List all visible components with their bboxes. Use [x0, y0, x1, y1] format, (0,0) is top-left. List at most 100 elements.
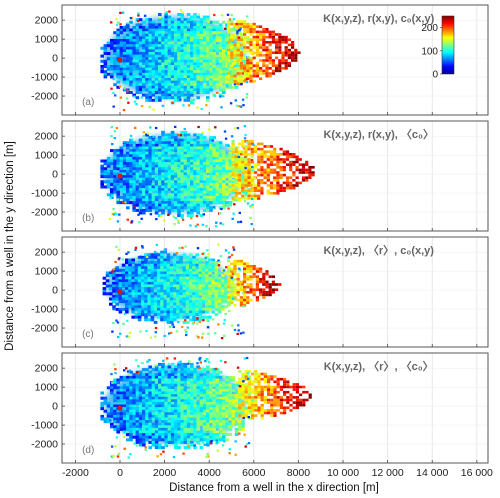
heatmap-cell	[151, 72, 156, 76]
heatmap-cell	[116, 193, 120, 197]
heatmap-cell	[212, 62, 216, 66]
heatmap-cell	[177, 18, 181, 22]
heatmap-cell	[100, 65, 104, 68]
heatmap-cell	[113, 65, 117, 68]
heatmap-cell	[238, 31, 242, 35]
heatmap-cell	[119, 11, 122, 14]
heatmap-cell	[163, 310, 167, 314]
heatmap-cell	[201, 263, 206, 267]
heatmap-cell	[157, 258, 161, 262]
heatmap-cell	[215, 388, 220, 392]
heatmap-cell	[142, 164, 146, 168]
heatmap-cell	[164, 62, 168, 66]
heatmap-cell	[161, 141, 165, 145]
heatmap-cell	[222, 20, 226, 24]
heatmap-cell	[117, 335, 120, 339]
heatmap-cell	[199, 59, 204, 63]
heatmap-cell	[244, 145, 248, 148]
heatmap-cell	[225, 175, 229, 179]
heatmap-cell	[227, 256, 230, 259]
heatmap-cell	[129, 182, 133, 186]
heatmap-cell	[169, 255, 174, 259]
heatmap-cell	[190, 57, 194, 61]
heatmap-cell	[212, 378, 216, 382]
heatmap-cell	[109, 196, 112, 200]
heatmap-cell	[253, 147, 258, 151]
heatmap-cell	[135, 154, 140, 158]
heatmap-cell	[222, 95, 225, 98]
heatmap-cell	[144, 276, 148, 280]
heatmap-cell	[211, 139, 214, 142]
heatmap-cell	[253, 189, 258, 192]
heatmap-cell	[148, 26, 152, 29]
heatmap-cell	[158, 75, 162, 79]
heatmap-cell	[186, 190, 191, 194]
heatmap-cell	[158, 156, 162, 160]
heatmap-cell	[233, 304, 237, 307]
heatmap-cell	[160, 307, 164, 311]
heatmap-cell	[157, 313, 161, 317]
heatmap-cell	[170, 386, 175, 390]
heatmap-cell	[186, 80, 191, 84]
heatmap-cell	[113, 172, 117, 176]
heatmap-cell	[126, 190, 130, 194]
heatmap-cell	[119, 96, 123, 99]
heatmap-cell	[287, 61, 291, 65]
heatmap-cell	[177, 13, 181, 16]
heatmap-cell	[180, 54, 184, 58]
heatmap-cell	[233, 33, 237, 36]
heatmap-cell	[102, 287, 107, 291]
heatmap-cell	[269, 168, 274, 172]
heatmap-cell	[158, 141, 162, 145]
heatmap-cell	[239, 304, 243, 307]
heatmap-cell	[212, 59, 216, 63]
heatmap-cell	[106, 417, 111, 421]
heatmap-cell	[247, 55, 250, 58]
heatmap-cell	[217, 279, 222, 283]
heatmap-cell	[129, 141, 133, 145]
heatmap-cell	[166, 284, 171, 288]
heatmap-cell	[228, 407, 232, 411]
heatmap-cell	[170, 417, 175, 421]
heatmap-cell	[241, 180, 245, 184]
heatmap-cell	[227, 293, 231, 297]
heatmap-cell	[167, 91, 172, 94]
heatmap-cell	[131, 300, 135, 304]
heatmap-cell	[177, 59, 181, 63]
heatmap-cell	[233, 54, 237, 57]
heatmap-cell	[148, 75, 152, 79]
heatmap-cell	[186, 162, 191, 166]
heatmap-cell	[193, 31, 197, 35]
heatmap-cell	[231, 407, 236, 411]
heatmap-cell	[301, 166, 306, 169]
heatmap-cell	[268, 35, 272, 39]
heatmap-cell	[202, 213, 205, 216]
heatmap-cell	[265, 41, 269, 44]
heatmap-cell	[161, 169, 165, 173]
heatmap-cell	[234, 85, 239, 89]
heatmap-cell	[230, 267, 234, 271]
heatmap-cell	[126, 383, 130, 387]
heatmap-cell	[243, 285, 247, 289]
heatmap-cell	[116, 381, 120, 385]
heatmap-cell	[195, 253, 199, 257]
heatmap-cell	[202, 91, 207, 94]
heatmap-cell	[209, 188, 213, 192]
heatmap-cell	[128, 284, 132, 288]
heatmap-cell	[170, 396, 175, 400]
heatmap-cell	[231, 173, 235, 177]
heatmap-cell	[206, 75, 210, 79]
heatmap-cell	[129, 378, 133, 382]
heatmap-cell	[190, 98, 194, 102]
heatmap-cell	[161, 167, 165, 171]
heatmap-cell	[174, 172, 178, 176]
heatmap-cell	[169, 281, 174, 285]
heatmap-cell	[131, 258, 135, 262]
heatmap-cell	[116, 75, 120, 79]
heatmap-cell	[177, 383, 181, 387]
heatmap-cell	[135, 31, 140, 35]
heatmap-cell	[118, 257, 121, 260]
heatmap-cell	[206, 67, 210, 71]
heatmap-cell	[206, 391, 210, 395]
